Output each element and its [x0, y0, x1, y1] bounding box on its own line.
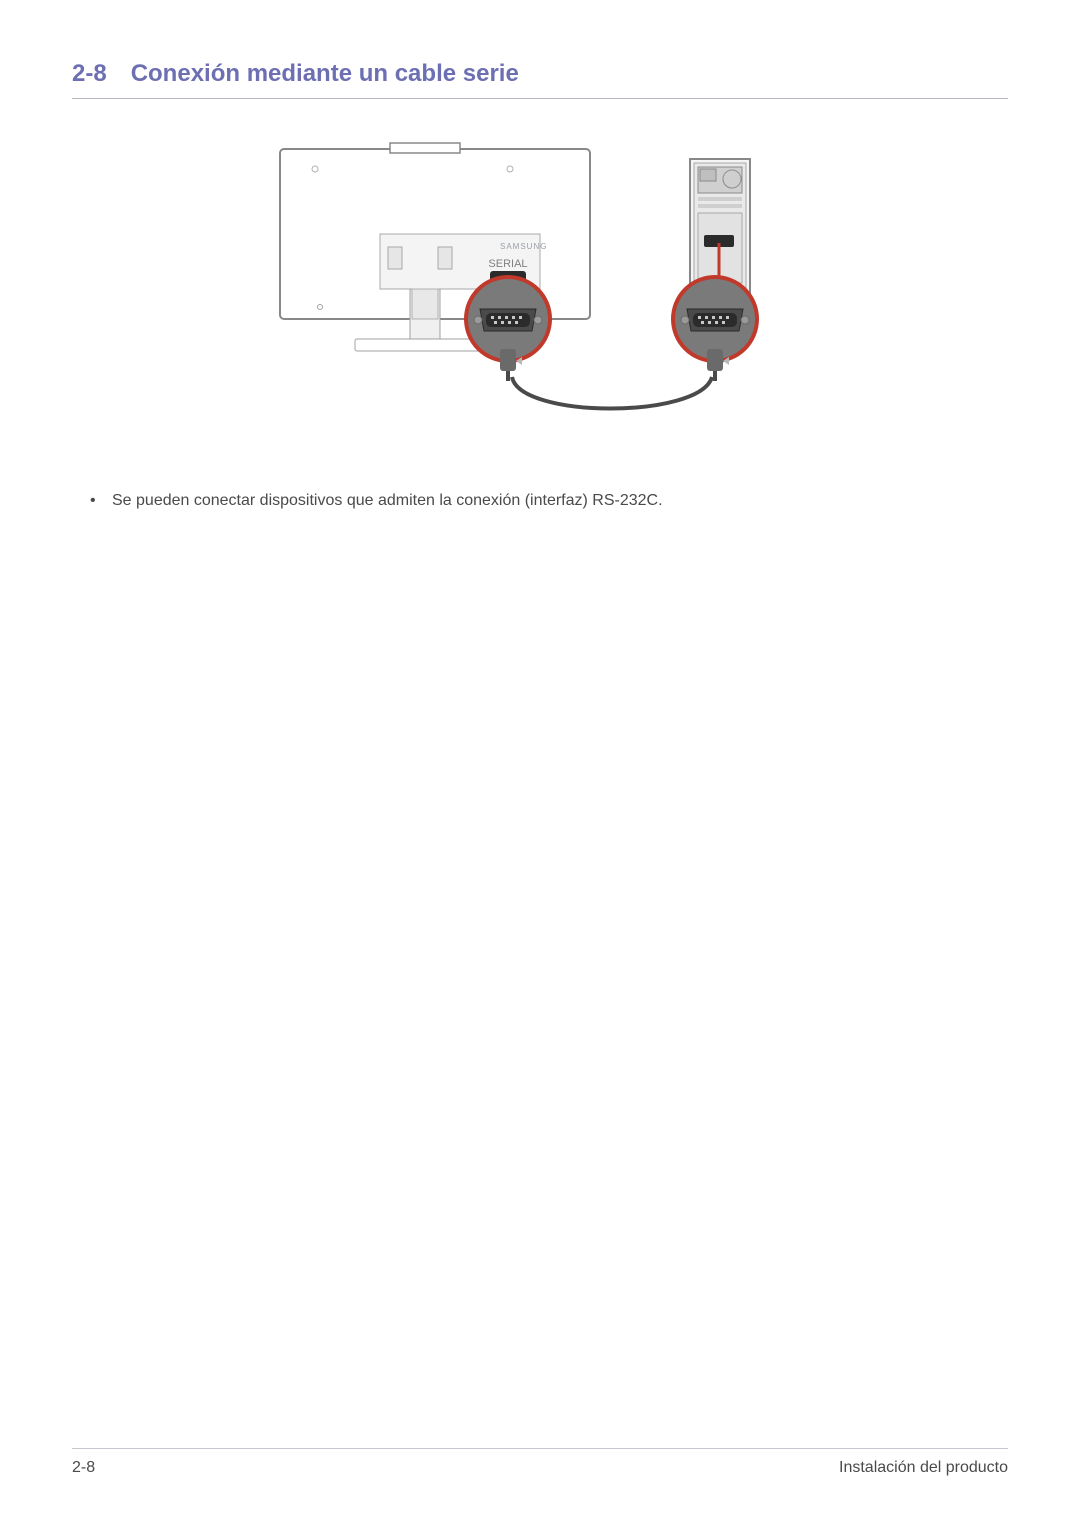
bullet-list: Se pueden conectar dispositivos que admi… [90, 489, 1008, 513]
list-item: Se pueden conectar dispositivos que admi… [90, 489, 1008, 513]
brand-text: SAMSUNG [500, 242, 547, 251]
serial-connection-diagram: SAMSUNG SERIAL [260, 139, 820, 439]
section-number: 2-8 [72, 60, 107, 88]
monitor-serial-connector-callout [466, 277, 550, 381]
serial-cable [512, 377, 712, 409]
footer-section-name: Instalación del producto [839, 1459, 1008, 1477]
page-footer: 2-8 Instalación del producto [72, 1448, 1008, 1477]
page: 2-8 Conexión mediante un cable serie SAM… [0, 0, 1080, 1527]
section-heading: 2-8 Conexión mediante un cable serie [72, 60, 1008, 99]
serial-port-label: SERIAL [488, 258, 527, 270]
figure-container: SAMSUNG SERIAL [72, 139, 1008, 439]
section-title: Conexión mediante un cable serie [131, 60, 519, 88]
pc-serial-connector-callout [673, 277, 757, 381]
footer-page-number: 2-8 [72, 1459, 95, 1477]
